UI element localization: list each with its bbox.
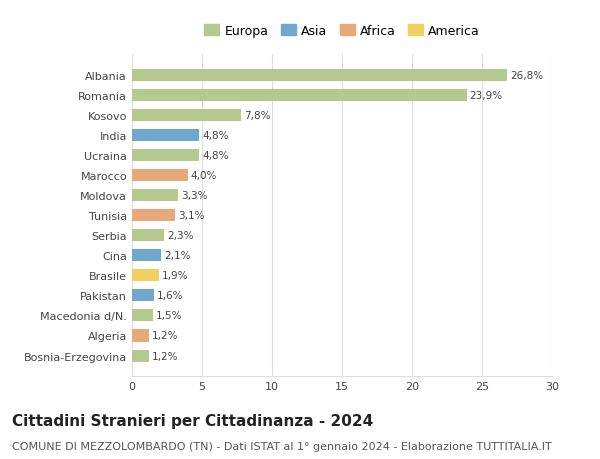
Text: 2,1%: 2,1% bbox=[164, 251, 191, 261]
Text: 4,0%: 4,0% bbox=[191, 171, 217, 181]
Text: 1,2%: 1,2% bbox=[152, 331, 178, 341]
Bar bbox=[132, 150, 199, 162]
Bar bbox=[132, 210, 175, 222]
Bar bbox=[132, 170, 188, 182]
Bar bbox=[132, 90, 467, 102]
Text: 1,6%: 1,6% bbox=[157, 291, 184, 301]
Bar bbox=[132, 290, 154, 302]
Bar bbox=[132, 250, 161, 262]
Bar bbox=[132, 330, 149, 342]
Text: 1,9%: 1,9% bbox=[161, 271, 188, 281]
Bar bbox=[132, 70, 507, 82]
Text: 3,1%: 3,1% bbox=[178, 211, 205, 221]
Text: 26,8%: 26,8% bbox=[510, 71, 543, 81]
Text: 23,9%: 23,9% bbox=[469, 91, 503, 101]
Text: 4,8%: 4,8% bbox=[202, 131, 229, 141]
Bar bbox=[132, 310, 153, 322]
Bar bbox=[132, 350, 149, 362]
Bar bbox=[132, 270, 158, 282]
Text: 4,8%: 4,8% bbox=[202, 151, 229, 161]
Bar bbox=[132, 110, 241, 122]
Text: 7,8%: 7,8% bbox=[244, 111, 271, 121]
Legend: Europa, Asia, Africa, America: Europa, Asia, Africa, America bbox=[199, 20, 485, 43]
Text: 3,3%: 3,3% bbox=[181, 191, 208, 201]
Text: 1,5%: 1,5% bbox=[156, 311, 182, 321]
Bar bbox=[132, 130, 199, 142]
Text: 2,3%: 2,3% bbox=[167, 231, 193, 241]
Text: Cittadini Stranieri per Cittadinanza - 2024: Cittadini Stranieri per Cittadinanza - 2… bbox=[12, 413, 373, 428]
Bar bbox=[132, 190, 178, 202]
Text: 1,2%: 1,2% bbox=[152, 351, 178, 361]
Text: COMUNE DI MEZZOLOMBARDO (TN) - Dati ISTAT al 1° gennaio 2024 - Elaborazione TUTT: COMUNE DI MEZZOLOMBARDO (TN) - Dati ISTA… bbox=[12, 441, 552, 451]
Bar bbox=[132, 230, 164, 242]
